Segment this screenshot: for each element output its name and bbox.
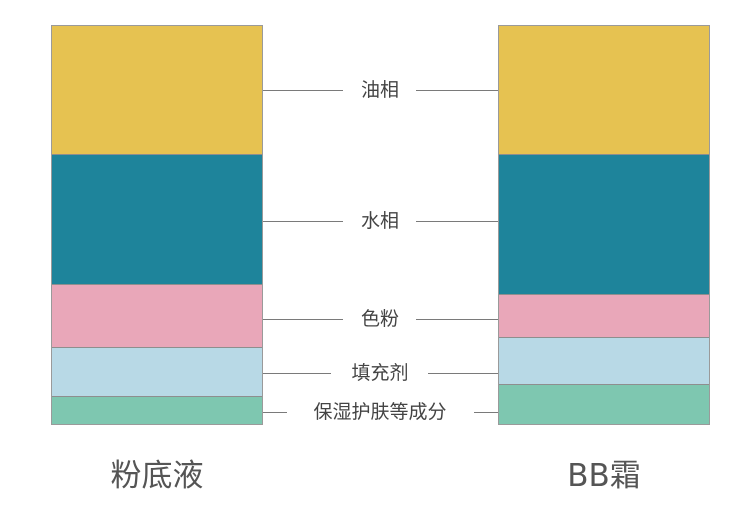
foundation-water-phase-segment xyxy=(52,155,262,285)
filler-connector-left xyxy=(263,373,331,374)
bb-cream-stack xyxy=(498,25,710,425)
bb-cream-oil-phase-segment xyxy=(499,26,709,156)
bb-cream-water-phase-segment xyxy=(499,155,709,295)
foundation-pigment-segment xyxy=(52,284,262,349)
filler-label: 填充剂 xyxy=(351,362,409,384)
pigment-connector-left xyxy=(263,319,343,320)
foundation-stack xyxy=(51,25,263,425)
oil-phase-connector-right xyxy=(416,90,498,91)
bb-cream-filler-segment xyxy=(499,338,709,386)
moisturizer-connector-right xyxy=(474,412,498,413)
pigment-connector-right xyxy=(416,319,498,320)
oil-phase-label: 油相 xyxy=(360,79,399,101)
foundation-oil-phase-segment xyxy=(52,26,262,156)
bb-cream-moisturizer-segment xyxy=(499,385,709,424)
moisturizer-label: 保湿护肤等成分 xyxy=(313,401,447,423)
water-phase-label: 水相 xyxy=(360,210,399,232)
foundation-product-label: 粉底液 xyxy=(110,458,204,494)
moisturizer-connector-left xyxy=(263,412,287,413)
bb-cream-pigment-segment xyxy=(499,294,709,339)
foundation-filler-segment xyxy=(52,348,262,397)
foundation-moisturizer-segment xyxy=(52,396,262,424)
pigment-label: 色粉 xyxy=(360,308,399,330)
bb-cream-product-label: BB霜 xyxy=(567,458,641,494)
oil-phase-connector-left xyxy=(263,90,343,91)
water-phase-connector-right xyxy=(416,221,498,222)
filler-connector-right xyxy=(428,373,498,374)
water-phase-connector-left xyxy=(263,221,343,222)
